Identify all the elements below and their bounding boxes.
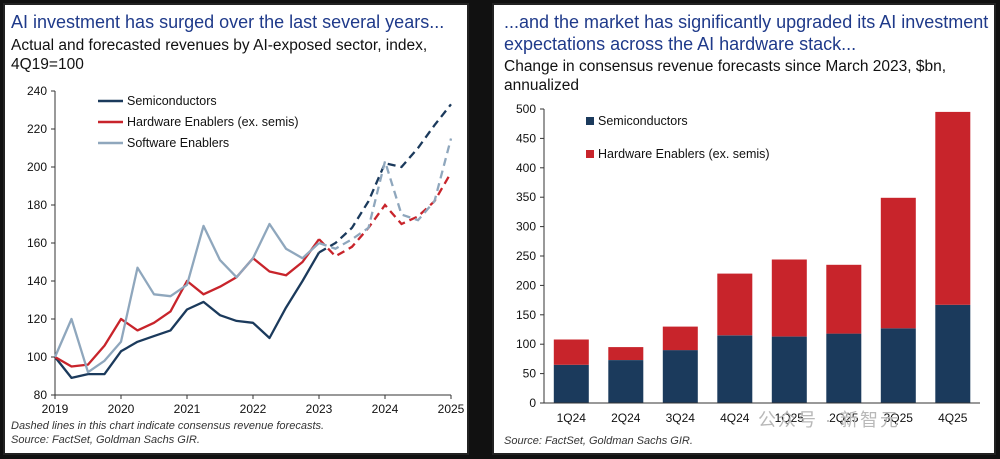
y-tick-label: 200 — [516, 278, 536, 292]
bar-4Q24-hardware — [717, 273, 753, 336]
bar-1Q24-semiconductors — [553, 364, 589, 403]
x-tick-label: 2024 — [372, 402, 399, 416]
y-tick-label: 50 — [523, 367, 537, 381]
bar-2Q25-semiconductors — [826, 333, 862, 403]
legend-label-1: Hardware Enablers (ex. semis) — [127, 115, 299, 129]
x-tick-label: 2019 — [42, 402, 69, 416]
series-line-1 — [54, 238, 320, 368]
y-tick-label: 240 — [27, 84, 47, 98]
x-tick-label: 2021 — [174, 402, 201, 416]
legend-swatch-0 — [586, 117, 594, 125]
bar-3Q25-hardware — [880, 197, 916, 329]
y-tick-label: 350 — [516, 190, 536, 204]
y-tick-label: 180 — [27, 198, 47, 212]
watermark-text: 公众号 · 新智元 — [758, 410, 900, 430]
bar-4Q25-semiconductors — [935, 304, 971, 403]
bar-1Q24-hardware — [553, 339, 589, 365]
x-tick-label: 2025 — [438, 402, 465, 416]
y-tick-label: 140 — [27, 274, 47, 288]
bar-1Q25-hardware — [771, 259, 807, 337]
series-forecast-line-1 — [318, 172, 452, 258]
y-tick-label: 80 — [34, 388, 48, 402]
x-tick-label: 3Q24 — [666, 411, 696, 425]
right-chart-title-line1: ...and the market has significantly upgr… — [504, 12, 989, 32]
x-tick-label: 4Q25 — [938, 411, 968, 425]
y-tick-label: 250 — [516, 249, 536, 263]
x-tick-label: 2Q25 — [829, 411, 859, 425]
y-tick-label: 150 — [516, 308, 536, 322]
y-tick-label: 450 — [516, 131, 536, 145]
right-chart-title-line2: expectations across the AI hardware stac… — [504, 34, 857, 54]
left-footnote-source: Source: FactSet, Goldman Sachs GIR. — [11, 434, 200, 446]
x-tick-label: 2020 — [108, 402, 135, 416]
series-line-2 — [53, 222, 320, 374]
bar-2Q25-hardware — [826, 264, 862, 334]
series-line-0 — [54, 251, 320, 380]
y-tick-label: 200 — [27, 160, 47, 174]
y-tick-label: 220 — [27, 122, 47, 136]
x-tick-label: 3Q25 — [884, 411, 914, 425]
legend-swatch-1 — [586, 150, 594, 158]
bar-2Q24-hardware — [608, 347, 644, 360]
bar-4Q25-hardware — [935, 111, 971, 305]
bar-3Q24-hardware — [662, 326, 698, 351]
y-tick-label: 0 — [529, 396, 536, 410]
left-chart-panel: AI investment has surged over the last s… — [3, 3, 469, 455]
y-tick-label: 160 — [27, 236, 47, 250]
legend-label-0: Semiconductors — [127, 94, 217, 108]
x-tick-label: 4Q24 — [720, 411, 750, 425]
right-chart-panel: ...and the market has significantly upgr… — [492, 3, 996, 455]
x-tick-label: 1Q24 — [557, 411, 587, 425]
y-tick-label: 500 — [516, 102, 536, 116]
series-forecast-line-0 — [318, 103, 452, 254]
y-tick-label: 300 — [516, 220, 536, 234]
left-footnote-forecast: Dashed lines in this chart indicate cons… — [11, 420, 325, 432]
series-forecast-line-2 — [318, 138, 453, 250]
y-tick-label: 100 — [516, 337, 536, 351]
legend-label-1: Hardware Enablers (ex. semis) — [598, 147, 770, 161]
line-chart: 80 100 120 140 160 180 200 220 240 2019 2020 2021 20… — [27, 84, 465, 416]
bar-3Q25-semiconductors — [880, 328, 916, 403]
right-chart-subtitle: Change in consensus revenue forecasts si… — [504, 58, 947, 94]
y-tick-label: 120 — [27, 312, 47, 326]
x-tick-label: 1Q25 — [775, 411, 805, 425]
y-tick-label: 400 — [516, 161, 536, 175]
bar-4Q24-semiconductors — [717, 335, 753, 403]
stacked-bar-chart: 0 50 100 150 200 250 300 350 400 450 500 1Q24 2Q24 3Q… — [516, 102, 980, 425]
x-tick-label: 2Q24 — [611, 411, 641, 425]
y-tick-label: 100 — [27, 350, 47, 364]
legend-label-2: Software Enablers — [127, 136, 229, 150]
x-tick-label: 2022 — [240, 402, 267, 416]
bar-2Q24-semiconductors — [608, 360, 644, 403]
bar-1Q25-semiconductors — [771, 336, 807, 403]
right-footnote-source: Source: FactSet, Goldman Sachs GIR. — [504, 435, 693, 447]
left-chart-title: AI investment has surged over the last s… — [11, 12, 445, 32]
x-tick-label: 2023 — [306, 402, 333, 416]
legend-label-0: Semiconductors — [598, 114, 688, 128]
left-chart-subtitle: Actual and forecasted revenues by AI-exp… — [11, 37, 428, 73]
bar-3Q24-semiconductors — [662, 350, 698, 403]
